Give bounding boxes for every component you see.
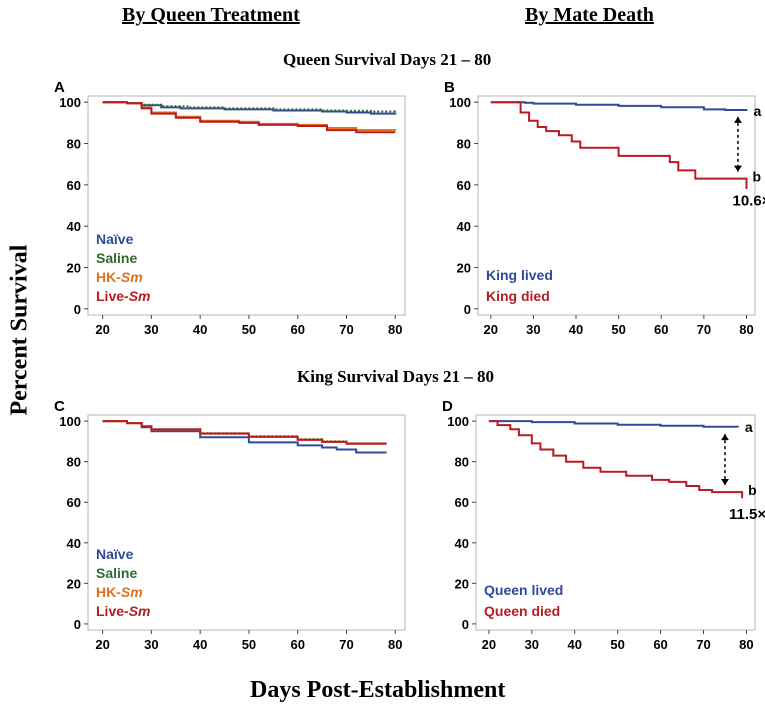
panel-c-ytick-80: 80 [67,455,81,470]
panel-b: B 0 20 40 60 80 100 20 30 40 50 60 70 80 King lived Kin… [444,79,765,337]
panel-c: C 0 20 40 60 80 100 20 30 40 50 60 70 80 Naïve Saline HK… [54,398,406,652]
panel-c-series-red [102,420,387,445]
panel-d-xtick-20: 20 [482,637,496,652]
panel-b-xtick-20: 20 [484,322,498,337]
panel-d-ratio-label: 11.5× [729,506,765,523]
panel-b-legend-red: King died [486,288,550,304]
panel-d-ytick-20: 20 [455,576,469,591]
header-by-mate-death: By Mate Death [525,4,654,26]
panel-a-xtick-20: 20 [95,322,109,337]
panel-label-a: A [54,79,65,96]
section-title-queen-survival: Queen Survival Days 21 – 80 [283,50,492,69]
panel-a-ytick-40: 40 [67,219,81,234]
panel-b-ytick-0: 0 [464,302,471,317]
panel-c-ytick-0: 0 [74,617,81,632]
panel-d-xtick-50: 50 [610,637,624,652]
panel-d-xtick-60: 60 [653,637,667,652]
panel-d-xtick-30: 30 [525,637,539,652]
panel-b-ytick-40: 40 [457,219,471,234]
panel-b-xtick-40: 40 [569,322,583,337]
panel-d-series-blue [488,420,739,428]
panel-c-xtick-20: 20 [95,637,109,652]
panel-a-series-red [102,101,396,134]
panel-a: A 0 20 40 60 80 100 20 30 40 50 60 70 80 Naïve Saline HK… [54,79,406,337]
panel-d-ytick-0: 0 [462,617,469,632]
panel-a-xtick-30: 30 [144,322,158,337]
panel-c-legend-orange: HK-Sm [96,584,143,600]
panel-b-ytick-80: 80 [457,137,471,152]
panel-a-ytick-100: 100 [59,95,81,110]
panel-d: D 0 20 40 60 80 100 20 30 40 50 60 70 80 Queen lived Qu… [442,398,765,652]
panel-d-series-red [488,420,744,499]
panel-c-legend-green: Saline [96,565,137,581]
panel-a-legend-orange: HK-Sm [96,269,143,285]
panel-c-ytick-60: 60 [67,495,81,510]
panel-b-ytick-100: 100 [449,95,471,110]
panel-label-c: C [54,398,65,415]
panel-a-ytick-20: 20 [67,260,81,275]
section-title-king-survival: King Survival Days 21 – 80 [297,367,494,386]
panel-a-legend-green: Saline [96,250,137,266]
panel-b-ratio-label: 10.6× [733,193,765,210]
panel-b-xtick-80: 80 [739,322,753,337]
panel-a-frame [87,95,406,316]
panel-c-legend-blue: Naïve [96,546,134,562]
panel-label-b: B [444,79,455,96]
panel-d-ytick-40: 40 [455,536,469,551]
header-by-queen-treatment: By Queen Treatment [122,4,300,26]
panel-b-xtick-60: 60 [654,322,668,337]
panel-d-arrowhead-down [720,479,729,486]
x-axis-label: Days Post-Establishment [250,677,506,703]
panel-a-xtick-80: 80 [388,322,402,337]
panel-d-frame [475,414,756,631]
panel-a-ytick-0: 0 [74,302,81,317]
panel-b-frame [477,95,756,316]
panel-d-letter-a: a [745,419,753,435]
panel-d-ytick-80: 80 [455,455,469,470]
panel-b-letter-b: b [752,169,761,185]
panel-a-xtick-40: 40 [193,322,207,337]
panel-b-arrowhead-up [733,116,742,123]
panel-a-xtick-70: 70 [339,322,353,337]
panel-b-xtick-70: 70 [697,322,711,337]
panel-c-xtick-70: 70 [339,637,353,652]
panel-b-letter-a: a [753,103,761,119]
panel-d-xtick-40: 40 [567,637,581,652]
panel-d-ytick-100: 100 [447,414,469,429]
panel-d-xtick-70: 70 [696,637,710,652]
panel-c-xtick-50: 50 [242,637,256,652]
panel-a-legend-blue: Naïve [96,231,134,247]
panel-b-series-red [490,101,748,189]
panel-b-series-blue [490,101,748,111]
panel-c-xtick-60: 60 [290,637,304,652]
panel-c-frame [87,414,406,631]
panel-c-xtick-40: 40 [193,637,207,652]
panel-c-ytick-100: 100 [59,414,81,429]
panel-c-ytick-20: 20 [67,576,81,591]
panel-b-ytick-60: 60 [457,178,471,193]
panel-b-legend-blue: King lived [486,267,553,283]
panel-b-xtick-50: 50 [611,322,625,337]
panel-d-legend-red: Queen died [484,603,560,619]
panel-a-series-orange [102,101,397,132]
panel-c-xtick-30: 30 [144,637,158,652]
panel-d-ytick-60: 60 [455,495,469,510]
panel-a-ytick-80: 80 [67,137,81,152]
panel-b-xtick-30: 30 [526,322,540,337]
panel-c-legend-red: Live-Sm [96,603,150,619]
panel-a-xtick-60: 60 [290,322,304,337]
panel-b-ytick-20: 20 [457,260,471,275]
panel-d-legend-blue: Queen lived [484,582,563,598]
panel-a-xtick-50: 50 [242,322,256,337]
panel-c-ytick-40: 40 [67,536,81,551]
panel-d-letter-b: b [748,482,757,498]
panel-d-xtick-80: 80 [739,637,753,652]
panel-a-legend-red: Live-Sm [96,288,150,304]
panel-label-d: D [442,398,453,415]
panel-b-arrowhead-down [733,165,742,172]
panel-d-arrowhead-up [720,434,729,441]
panel-c-xtick-80: 80 [388,637,402,652]
panel-a-ytick-60: 60 [67,178,81,193]
